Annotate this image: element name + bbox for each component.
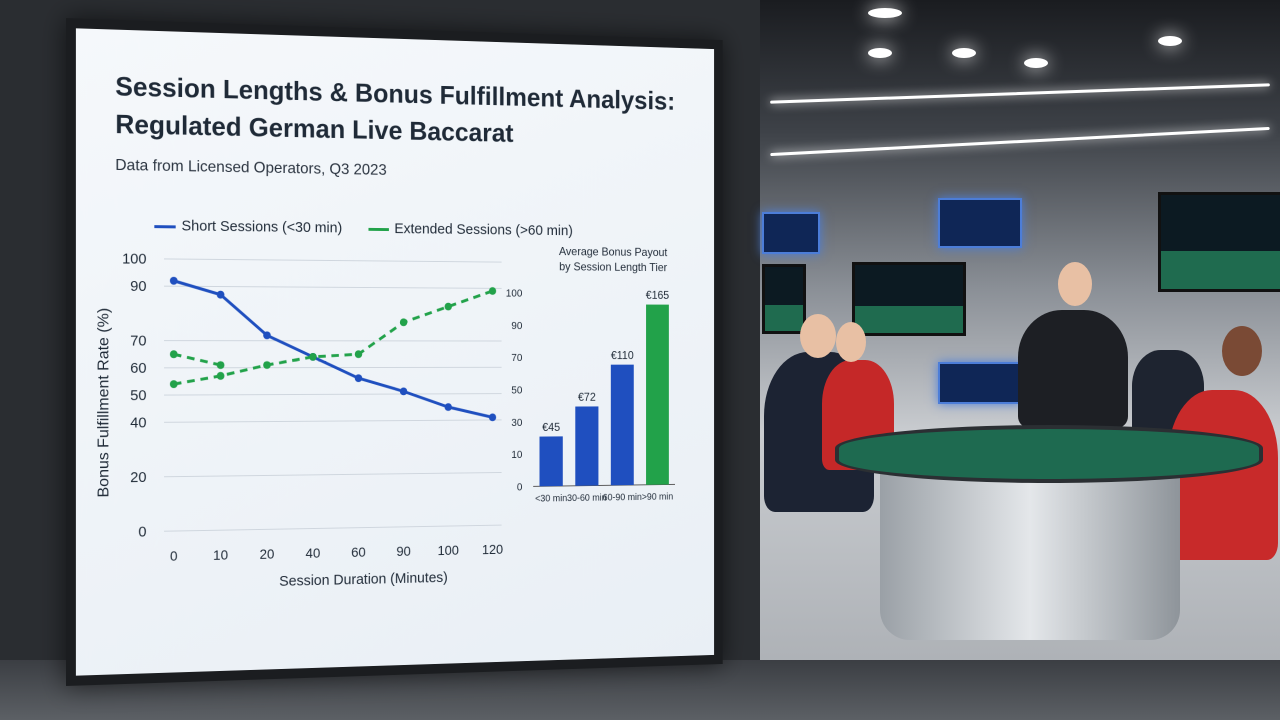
x-tick-label: 10 <box>213 547 228 563</box>
ceiling-light <box>1024 58 1048 68</box>
y-tick-label: 0 <box>138 524 146 541</box>
bar-value-label: €110 <box>611 349 634 362</box>
y-tick-label: 90 <box>130 278 146 295</box>
bar <box>611 365 634 486</box>
studio-monitor <box>1158 192 1280 292</box>
regulatory-sign <box>938 362 1022 404</box>
ceiling-light <box>868 48 892 58</box>
bar <box>646 305 669 485</box>
ceiling-light <box>1158 36 1182 46</box>
series-line <box>174 354 221 365</box>
data-point <box>400 318 407 326</box>
bar-chart-title: Average Bonus Payout by Session Length T… <box>547 244 680 276</box>
x-tick-label: 20 <box>260 546 275 562</box>
y-tick-label: 70 <box>130 333 146 350</box>
y-tick-label: 100 <box>122 251 146 268</box>
gridline <box>164 472 502 476</box>
bar-value-label: €45 <box>542 420 560 434</box>
x-tick-label: 60 <box>351 544 366 560</box>
gridline <box>164 259 502 262</box>
bar-category-label: 60-90 min <box>603 492 642 503</box>
x-tick-label: 0 <box>170 548 178 564</box>
y-tick-label: 40 <box>130 414 146 431</box>
ceiling-light <box>868 8 902 18</box>
studio-monitor <box>762 264 806 334</box>
x-tick-label: 120 <box>482 541 503 557</box>
bar-y-tick-label: 90 <box>511 320 522 332</box>
gridline <box>164 286 502 288</box>
dealer-head <box>1058 262 1092 306</box>
chart-canvas: 0 20 40 50 60 70 90 100 0 10 20 40 60 90 100 120 0 10 30 50… <box>76 28 697 655</box>
data-point <box>489 413 496 421</box>
x-tick-label: 40 <box>306 545 321 561</box>
x-tick-label: 90 <box>396 543 411 559</box>
series-line <box>174 289 493 384</box>
regulatory-sign <box>938 198 1022 248</box>
bar-y-tick-label: 50 <box>511 385 522 397</box>
data-point <box>170 350 178 358</box>
data-point <box>445 303 452 311</box>
x-tick-label: 100 <box>438 542 460 558</box>
series-line <box>174 281 493 420</box>
bar <box>539 436 562 486</box>
y-tick-label: 50 <box>130 387 146 404</box>
data-point <box>400 387 407 395</box>
bar-y-tick-label: 70 <box>511 353 522 365</box>
data-point <box>217 361 225 369</box>
player-head <box>800 314 836 358</box>
data-point <box>217 291 225 299</box>
bar-category-label: <30 min <box>535 493 567 504</box>
data-point <box>263 331 271 339</box>
bar <box>575 406 598 485</box>
bar-y-tick-label: 30 <box>511 417 522 429</box>
ceiling-light <box>952 48 976 58</box>
player-head <box>836 322 866 362</box>
player-head <box>1222 326 1262 376</box>
data-point <box>445 403 452 411</box>
gridline <box>164 525 502 531</box>
baccarat-table-base <box>880 465 1180 640</box>
bar-y-tick-label: 0 <box>517 482 523 494</box>
bar-category-label: >90 min <box>642 492 673 503</box>
data-point <box>355 374 362 382</box>
data-point <box>170 380 178 388</box>
regulatory-sign <box>762 212 820 254</box>
data-point <box>355 350 362 358</box>
bar-value-label: €165 <box>646 288 670 301</box>
y-axis-label: Bonus Fulfillment Rate (%) <box>96 308 114 498</box>
bar-y-tick-label: 100 <box>506 288 523 300</box>
dealer <box>1018 310 1128 428</box>
y-tick-label: 60 <box>130 360 146 377</box>
studio-monitor <box>852 262 966 336</box>
data-point <box>489 287 496 295</box>
gridline <box>164 394 502 395</box>
baccarat-table <box>835 425 1263 483</box>
data-point <box>170 277 178 285</box>
bar-category-label: 30-60 min <box>567 493 606 504</box>
y-tick-label: 20 <box>130 469 146 486</box>
data-point <box>217 372 225 380</box>
gridline <box>164 420 502 422</box>
bar-y-tick-label: 10 <box>511 449 522 461</box>
bar-value-label: €72 <box>578 390 596 403</box>
data-point <box>263 361 271 369</box>
data-point <box>309 353 317 361</box>
presentation-screen: Session Lengths & Bonus Fulfillment Anal… <box>66 18 723 686</box>
